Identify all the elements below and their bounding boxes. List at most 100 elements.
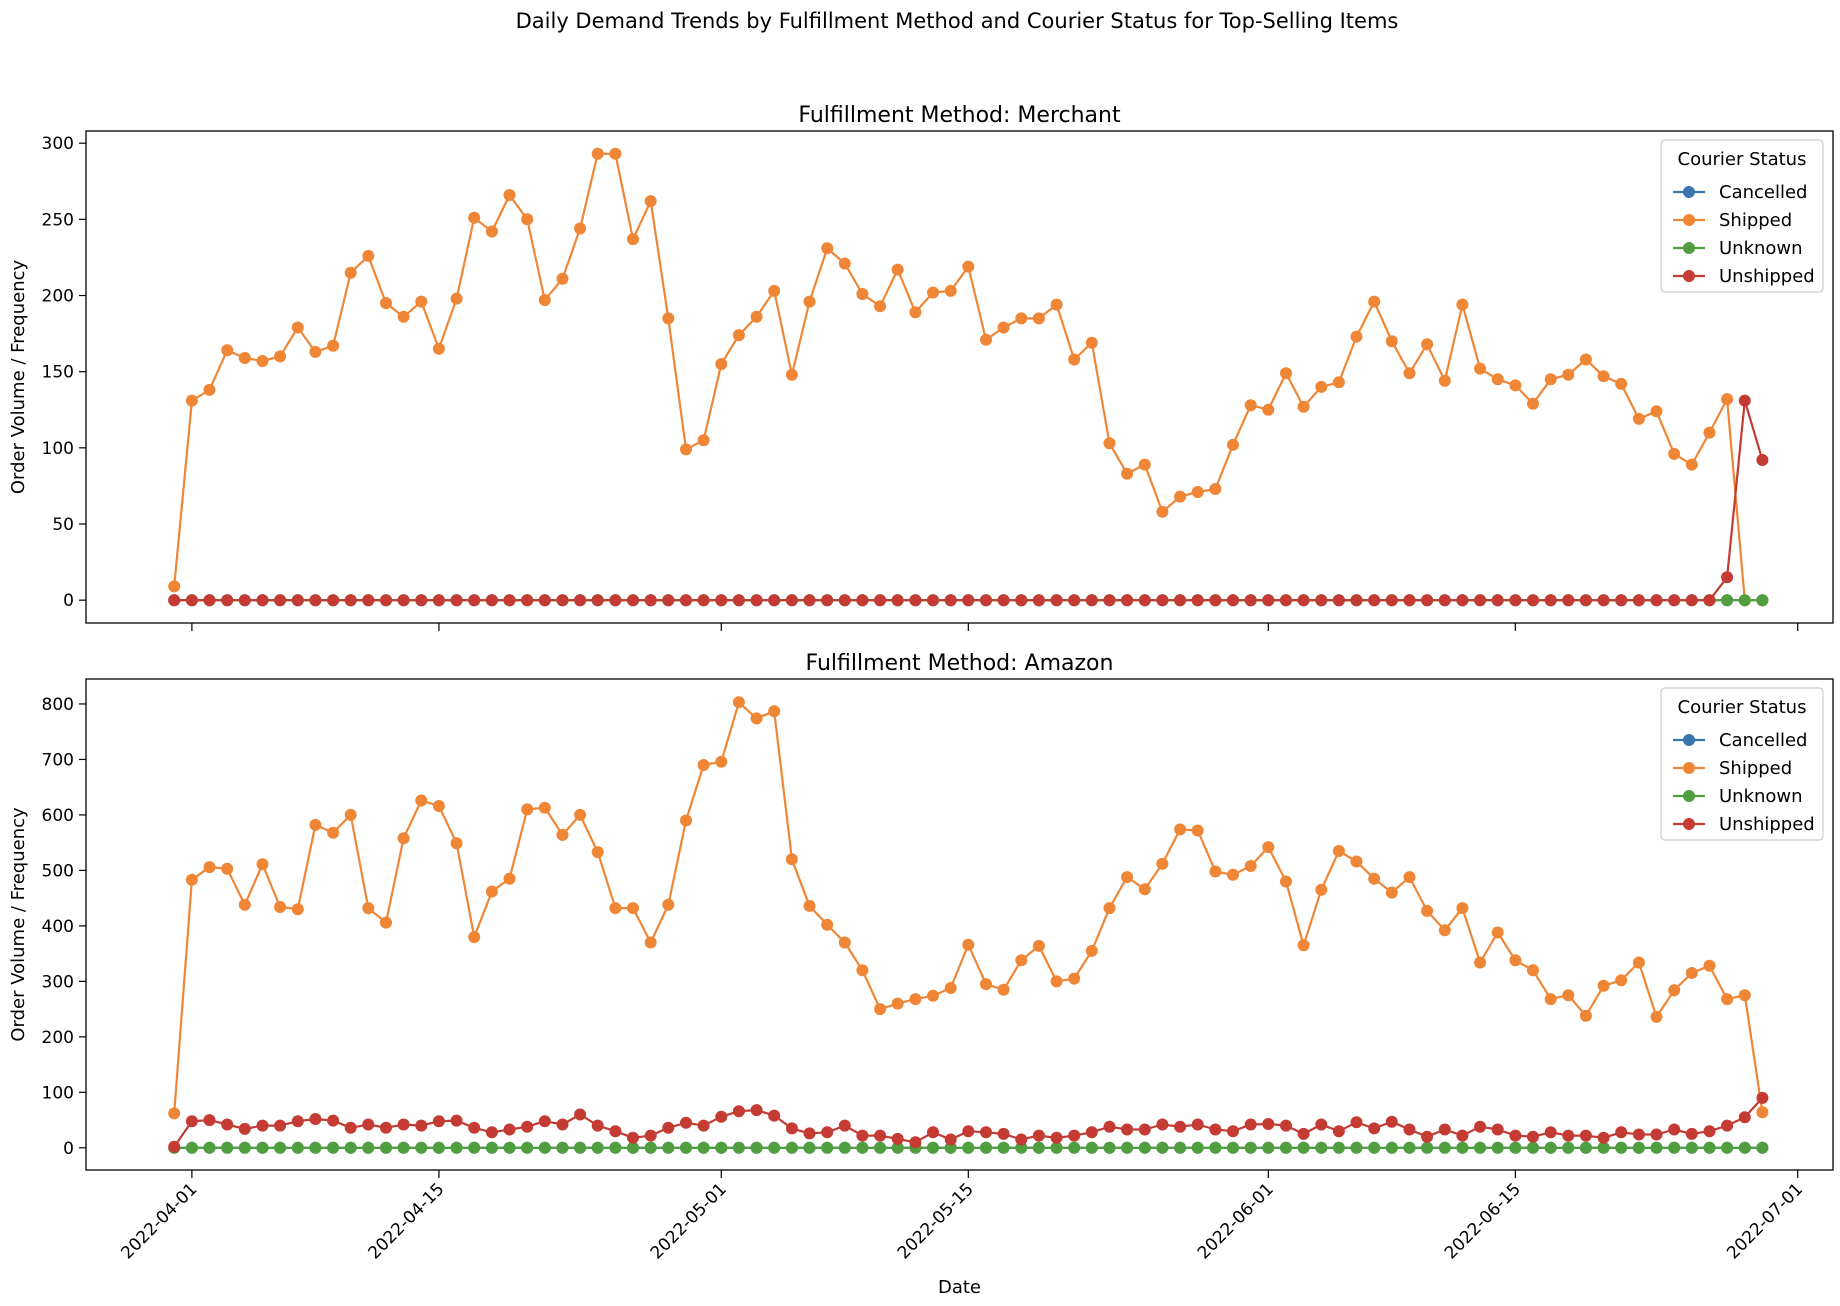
data-point <box>1650 1010 1663 1023</box>
y-tick-label: 400 <box>42 917 74 937</box>
y-tick-label: 0 <box>63 1139 74 1159</box>
data-point <box>715 1141 728 1154</box>
data-point <box>768 594 781 607</box>
data-point <box>1685 967 1698 979</box>
data-point <box>891 263 904 276</box>
data-point <box>556 594 569 607</box>
data-point <box>591 147 604 160</box>
data-point <box>1280 1119 1292 1132</box>
data-point <box>1209 1123 1222 1136</box>
legend-entry: Unknown <box>1719 786 1803 807</box>
data-point <box>256 1119 269 1132</box>
data-point <box>821 918 834 931</box>
data-point <box>1721 993 1734 1006</box>
data-point <box>1438 1141 1451 1154</box>
data-point <box>344 594 357 607</box>
y-tick-label: 50 <box>52 515 74 535</box>
data-point <box>1650 405 1663 418</box>
data-point <box>1332 1141 1345 1154</box>
data-point <box>574 1108 587 1121</box>
y-tick-label: 600 <box>42 806 74 826</box>
data-point <box>927 286 939 299</box>
data-point <box>291 594 304 607</box>
y-axis-label: Order Volume / Frequency <box>8 260 29 495</box>
data-point <box>485 1141 498 1154</box>
data-point <box>1597 1141 1610 1154</box>
data-point <box>1421 1130 1434 1143</box>
legend-swatch-marker <box>1683 186 1695 198</box>
data-point <box>327 594 340 607</box>
data-point <box>327 1114 340 1127</box>
data-point <box>1491 1141 1504 1154</box>
data-point <box>1085 1126 1098 1139</box>
data-point <box>1756 594 1769 607</box>
data-point <box>785 1122 798 1135</box>
data-point <box>697 1141 710 1154</box>
data-point <box>1632 956 1645 969</box>
data-point <box>1068 1129 1081 1142</box>
data-point <box>1368 872 1381 885</box>
data-point <box>1615 594 1628 607</box>
data-point <box>1509 954 1522 967</box>
data-point <box>1597 370 1610 383</box>
data-point <box>1756 1091 1769 1104</box>
data-point <box>856 1129 869 1142</box>
data-point <box>1244 860 1257 872</box>
data-point <box>1738 989 1751 1002</box>
data-point <box>909 993 922 1006</box>
data-point <box>1385 594 1398 607</box>
data-point <box>1385 886 1398 899</box>
data-point <box>591 1141 604 1154</box>
data-point <box>1632 412 1645 425</box>
data-point <box>1579 353 1592 366</box>
data-point <box>1579 1009 1592 1022</box>
data-point <box>1315 380 1328 393</box>
data-point <box>1632 1128 1645 1141</box>
data-point <box>1138 594 1151 607</box>
data-point <box>1332 594 1345 607</box>
data-point <box>838 936 851 949</box>
data-point <box>1244 399 1257 412</box>
data-point <box>1668 447 1681 460</box>
data-point <box>662 898 675 911</box>
data-point <box>221 1118 234 1131</box>
data-point <box>944 1141 957 1154</box>
plot-area <box>85 678 1834 1171</box>
data-point <box>380 594 392 607</box>
series-line-shipped <box>173 152 1763 602</box>
data-point <box>556 272 569 285</box>
y-tick-label: 100 <box>42 1083 74 1103</box>
data-point <box>1156 857 1169 870</box>
data-point <box>1721 594 1734 607</box>
y-axis-label: Order Volume / Frequency <box>8 807 29 1042</box>
data-point <box>1438 374 1451 387</box>
data-point <box>291 1141 304 1154</box>
data-point <box>1156 505 1169 518</box>
subplots: Fulfillment Method: Merchant 0 50 100 150 200… <box>8 103 1834 1298</box>
y-tick-label: 300 <box>42 972 74 992</box>
data-point <box>274 901 287 913</box>
data-point <box>1650 594 1663 607</box>
data-point <box>468 931 481 943</box>
data-point <box>768 1141 781 1154</box>
data-point <box>856 1141 869 1154</box>
data-point <box>1597 979 1610 992</box>
data-point <box>344 808 357 821</box>
y-tick-label: 200 <box>42 287 74 307</box>
subplot-1: Fulfillment Method: Merchant 0 50 100 150 200… <box>8 103 1834 631</box>
data-point <box>432 1115 445 1128</box>
y-tick-label: 200 <box>42 1028 74 1048</box>
data-point <box>168 580 181 593</box>
data-point <box>185 1141 198 1154</box>
data-point <box>1297 1141 1310 1154</box>
series-shipped <box>168 147 1769 607</box>
data-point <box>1738 1141 1751 1154</box>
data-point <box>821 1141 834 1154</box>
data-point <box>1562 1141 1575 1154</box>
data-point <box>821 242 834 255</box>
data-point <box>1438 594 1451 607</box>
data-point <box>1491 373 1504 386</box>
data-point <box>1421 338 1434 351</box>
data-point <box>1138 883 1151 896</box>
